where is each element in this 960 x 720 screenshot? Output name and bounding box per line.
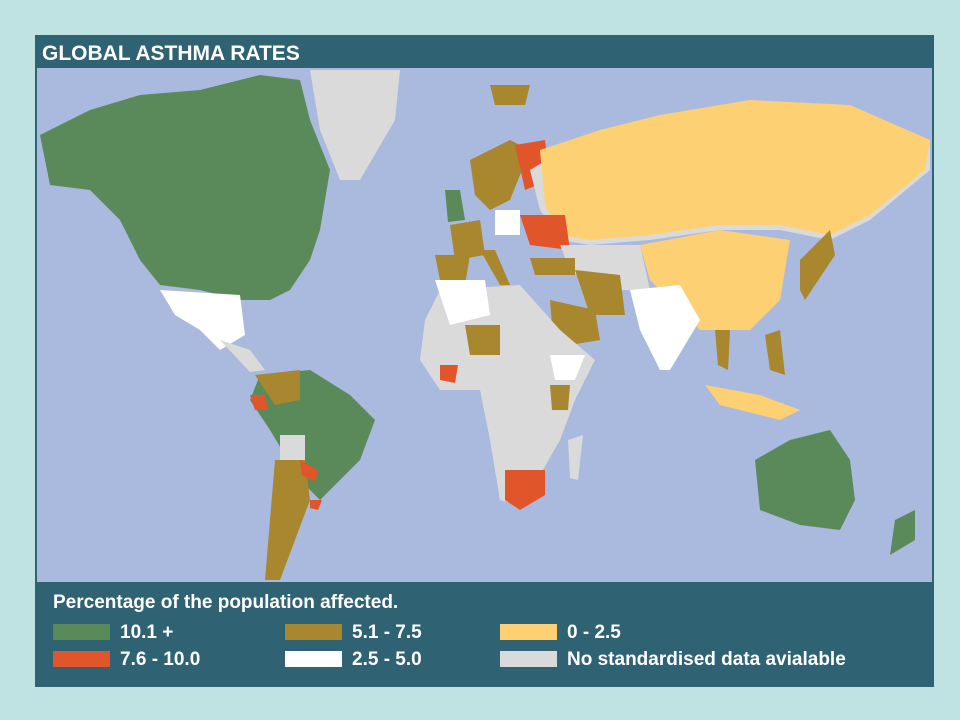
country — [568, 435, 583, 480]
country — [250, 395, 268, 410]
legend-label: 0 - 2.5 — [567, 622, 621, 643]
country — [495, 210, 520, 235]
country — [520, 215, 570, 250]
country — [575, 270, 625, 315]
map-title: GLOBAL ASTHMA RATES — [42, 42, 300, 65]
country — [465, 325, 500, 355]
legend-swatch — [53, 624, 110, 640]
world-map — [40, 70, 930, 580]
legend-label: 10.1 + — [120, 622, 173, 643]
legend: 10.1 + 7.6 - 10.0 5.1 - 7.5 2.5 - 5.0 0 - 2.… — [53, 622, 846, 670]
country — [280, 435, 305, 460]
legend-swatch — [53, 651, 110, 667]
country — [705, 385, 800, 420]
country — [550, 385, 570, 410]
legend-swatch — [285, 651, 342, 667]
country — [490, 85, 530, 105]
legend-label: No standardised data avialable — [567, 649, 846, 670]
country — [630, 285, 700, 370]
country — [160, 290, 245, 350]
country — [560, 245, 650, 290]
country — [440, 365, 458, 383]
country — [800, 230, 835, 300]
legend-label: 2.5 - 5.0 — [352, 649, 422, 670]
legend-label: 7.6 - 10.0 — [120, 649, 200, 670]
country — [470, 140, 530, 210]
country — [890, 510, 915, 555]
country — [300, 460, 318, 482]
country — [435, 280, 490, 325]
legend-swatch — [500, 651, 557, 667]
country — [505, 470, 545, 510]
country — [530, 258, 575, 275]
country — [755, 430, 855, 530]
country — [310, 70, 400, 180]
legend-title: Percentage of the population affected. — [53, 592, 398, 613]
country — [420, 285, 595, 505]
legend-swatch — [285, 624, 342, 640]
country — [450, 220, 485, 260]
country — [265, 460, 310, 580]
country — [445, 190, 465, 222]
country — [765, 330, 785, 375]
country — [540, 100, 930, 240]
country — [255, 370, 300, 405]
country — [40, 75, 330, 300]
country — [435, 255, 470, 285]
country — [220, 340, 265, 372]
country — [480, 250, 510, 285]
country — [715, 330, 730, 370]
country — [550, 355, 585, 380]
country — [310, 500, 322, 510]
legend-label: 5.1 - 7.5 — [352, 622, 422, 643]
legend-swatch — [500, 624, 557, 640]
